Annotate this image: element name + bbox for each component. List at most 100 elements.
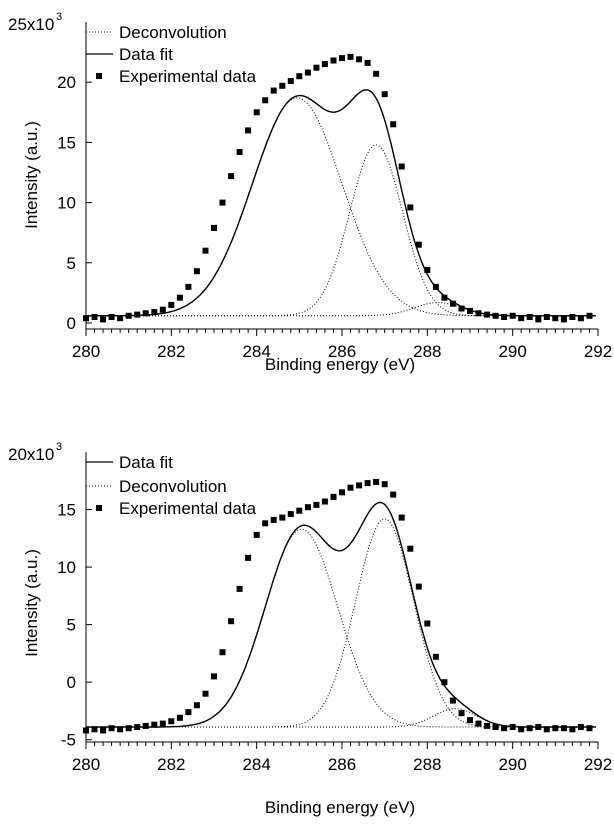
x-tick-label: 280: [72, 755, 100, 774]
experimental-point: [560, 316, 567, 323]
experimental-point: [108, 314, 115, 320]
experimental-point: [398, 163, 405, 170]
x-tick-label: 286: [328, 342, 356, 361]
experimental-point: [142, 310, 149, 317]
deconvolution-curve-2: [86, 144, 596, 317]
x-tick-label: 290: [498, 342, 526, 361]
deconvolution-curve-1: [86, 97, 596, 317]
experimental-point: [287, 78, 294, 84]
experimental-point: [228, 618, 235, 625]
experimental-point: [475, 720, 482, 727]
experimental-point: [381, 481, 388, 488]
deconvolution-curve-1: [86, 528, 596, 728]
experimental-point: [535, 724, 542, 730]
experimental-point: [296, 73, 303, 80]
experimental-point: [373, 478, 380, 485]
y-multiplier-label: 25x10: [8, 15, 54, 34]
experimental-point: [211, 673, 217, 680]
experimental-point: [586, 725, 593, 732]
experimental-point: [304, 69, 311, 76]
experimental-point: [441, 294, 448, 301]
experimental-point: [339, 489, 345, 496]
legend-experimental-marker: [96, 73, 102, 79]
experimental-point: [415, 241, 422, 248]
legend-experimental-label: Experimental data: [119, 499, 257, 518]
x-tick-label: 280: [72, 342, 100, 361]
chart-top-plot-area: [83, 53, 596, 323]
y-axis-label: Intensity (a.u.): [22, 549, 41, 657]
chart-bottom-legend: Data fit Deconvolution Experimental data: [86, 453, 257, 518]
experimental-point: [262, 520, 269, 527]
experimental-point: [518, 315, 525, 322]
experimental-point: [381, 91, 388, 98]
experimental-point: [236, 585, 243, 592]
experimental-point: [432, 653, 439, 660]
experimental-point: [287, 511, 294, 518]
x-tick-label: 292: [584, 342, 612, 361]
experimental-point: [526, 314, 533, 320]
chart-top-legend: Deconvolution Data fit Experimental data: [86, 23, 257, 86]
experimental-point: [467, 307, 473, 314]
y-tick-label: 0: [67, 314, 76, 333]
experimental-point: [347, 53, 354, 60]
experimental-point: [245, 554, 252, 561]
chart-bottom-plot-area: [83, 478, 596, 734]
experimental-point: [492, 312, 499, 319]
experimental-point: [356, 482, 363, 489]
experimental-point: [330, 57, 337, 64]
experimental-point: [321, 61, 328, 68]
y-axis-label: Intensity (a.u.): [22, 121, 41, 229]
legend-data-fit-label: Data fit: [119, 453, 173, 472]
experimental-point: [219, 199, 226, 206]
experimental-point: [518, 726, 525, 733]
experimental-point: [543, 314, 550, 320]
experimental-point: [313, 501, 320, 508]
experimental-point: [458, 710, 465, 717]
y-multiplier-exponent: 3: [56, 441, 62, 453]
experimental-point: [364, 480, 371, 487]
experimental-point: [398, 514, 405, 521]
experimental-point: [449, 697, 456, 704]
experimental-point: [339, 55, 345, 62]
y-tick-label: 15: [57, 501, 76, 520]
experimental-point: [125, 312, 132, 319]
experimental-point: [279, 514, 286, 521]
experimental-point: [535, 316, 542, 323]
experimental-point: [441, 679, 448, 686]
experimental-point: [543, 726, 550, 733]
deconvolution-curve-3: [86, 301, 596, 317]
experimental-point: [134, 311, 141, 318]
experimental-point: [313, 64, 320, 71]
experimental-point: [134, 724, 141, 730]
experimental-point: [424, 620, 431, 627]
data-fit-line: [86, 501, 596, 728]
experimental-point: [560, 725, 567, 732]
experimental-point: [330, 493, 337, 500]
experimental-point: [108, 725, 115, 732]
y-tick-label: 15: [57, 133, 76, 152]
experimental-point: [356, 56, 363, 63]
chart-bottom: 280 282 284 286 288 290 292 -5 0 5 10 15 Data fit D…: [8, 441, 612, 817]
experimental-point: [509, 312, 516, 319]
x-tick-label: 290: [498, 755, 526, 774]
experimental-point: [151, 721, 158, 728]
chart-top-axes: 280 282 284 286 288 290 292 0 5 10 15 20: [57, 22, 612, 361]
experimental-point: [449, 300, 456, 307]
experimental-point: [176, 294, 183, 301]
experimental-point: [91, 314, 98, 320]
legend-deconvolution-label: Deconvolution: [119, 23, 227, 42]
experimental-point: [279, 82, 286, 89]
chart-top: 280 282 284 286 288 290 292 0 5 10 15 20 Deconvolut…: [8, 11, 612, 374]
experimental-point: [364, 59, 371, 66]
experimental-point: [168, 301, 175, 308]
x-tick-label: 282: [157, 342, 185, 361]
x-tick-label: 284: [242, 755, 270, 774]
chart-bottom-axes: 280 282 284 286 288 290 292 -5 0 5 10 15: [57, 452, 612, 774]
experimental-point: [475, 310, 482, 317]
data-fit-line: [86, 89, 596, 317]
y-tick-label: 0: [67, 673, 76, 692]
experimental-point: [415, 583, 422, 590]
experimental-point: [270, 87, 277, 94]
y-tick-label: 10: [57, 194, 76, 213]
